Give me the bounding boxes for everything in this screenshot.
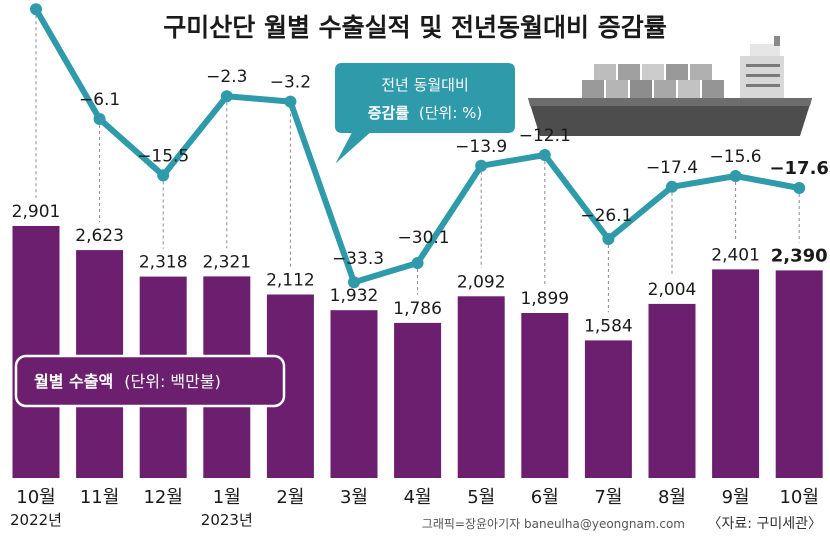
export-bar [12,226,60,478]
rate-value-label: −12.1 [519,126,571,146]
rate-value-labels: 12.2−6.1−15.5−2.3−3.2−33.3−30.1−13.9−12.… [79,67,829,269]
export-bar [712,269,760,478]
rate-callout-title: 증감률 [368,104,410,122]
bar-legend-label: 월별 수출액 (단위: 백만불) [34,372,221,391]
export-bar [521,313,569,478]
rate-point [348,276,360,289]
rate-point [220,90,233,103]
rate-point [411,257,424,269]
rate-point [475,159,488,172]
bar-value-label: 2,390 [771,245,828,266]
export-bar [775,270,823,478]
month-tick-label: 5월 [467,487,495,508]
year-labels: 2022년 2023년 [10,511,253,529]
source-text: 〈자료: 구미세관〉 [708,516,822,532]
rate-value-label: −17.6 [769,158,829,179]
bar-value-label: 2,112 [266,271,315,291]
month-tick-label: 8월 [658,487,686,508]
rate-value-label: −30.1 [398,228,450,248]
guide-lines [35,15,800,313]
credit-text: 그래픽=장윤아기자 baneulha@yeongnam.com [422,517,685,531]
rate-point [666,180,678,193]
month-tick-label: 2월 [276,487,304,508]
rate-callout-bubble [331,61,517,169]
chart-title: 구미산단 월별 수출실적 및 전년동월대비 증감률 [163,13,667,42]
rate-value-label: −26.1 [580,206,632,226]
year-label: 2023년 [201,511,253,529]
month-tick-label: 10월 [16,487,55,508]
bar-value-label: 2,092 [457,272,506,292]
rate-point [30,3,42,16]
export-bar [457,296,505,478]
bar-value-label: 1,584 [584,316,633,336]
year-label: 2022년 [10,511,62,529]
bar-value-label: 1,932 [330,286,379,306]
rate-value-label: −17.4 [646,158,698,178]
export-bar [330,310,378,478]
rate-point [157,169,170,182]
bar-value-label: 2,318 [139,253,188,273]
rate-value-label: −13.9 [455,137,507,157]
export-bar [648,303,696,478]
bar-value-label: 2,004 [648,280,697,300]
rate-point [729,170,742,182]
export-bar [394,322,442,478]
rate-point [602,233,615,245]
month-tick-label: 1월 [213,487,241,508]
rate-point [538,149,551,161]
month-tick-label: 11월 [80,487,119,508]
export-bar [584,340,632,478]
bar-value-labels: 2,901 2,623 2,318 2,321 2,112 1,932 1,786 2,092… [12,202,828,336]
rate-callout: 전년 동월대비 증감률 (단위: %) [331,61,517,169]
rate-point [284,95,297,108]
bar-value-label: 2,321 [202,252,251,272]
month-tick-labels: 10월 11월 12월 1월 2월 3월 4월 5월 6월 7월 8월 9월 10월 [16,487,819,508]
bar-value-label: 2,401 [711,245,760,265]
rate-value-label: −3.2 [270,73,311,93]
month-tick-label: 10월 [779,487,818,508]
month-tick-label: 7월 [594,487,622,508]
month-tick-label: 6월 [531,487,559,508]
month-tick-label: 12월 [143,487,182,508]
bar-legend-unit: (단위: 백만불) [124,372,221,391]
rate-value-label: −15.6 [710,147,762,167]
bar-legend: 월별 수출액 (단위: 백만불) [14,354,286,408]
rate-callout-line2: 증감률 (단위: %) [368,104,483,122]
bar-value-label: 2,901 [12,202,61,222]
bar-value-label: 1,899 [520,289,569,309]
bar-value-label: 2,623 [75,226,124,246]
rate-callout-line1: 전년 동월대비 [381,76,469,94]
bar-value-label: 1,786 [393,299,442,319]
rate-value-label: −33.3 [332,249,384,269]
month-tick-label: 9월 [722,487,750,508]
rate-value-label: −2.3 [206,67,247,87]
rate-line-layer [30,3,806,289]
rate-point [793,182,806,194]
cargo-ship-icon [528,36,812,136]
rate-point [93,113,106,125]
bar-legend-box [14,354,286,408]
rate-value-label: −15.5 [137,146,189,166]
rate-value-label: −6.1 [79,90,120,110]
rate-callout-unit: (단위: %) [419,104,482,122]
month-tick-label: 4월 [404,487,432,508]
bar-legend-title: 월별 수출액 [34,372,113,391]
month-tick-label: 3월 [340,487,368,508]
